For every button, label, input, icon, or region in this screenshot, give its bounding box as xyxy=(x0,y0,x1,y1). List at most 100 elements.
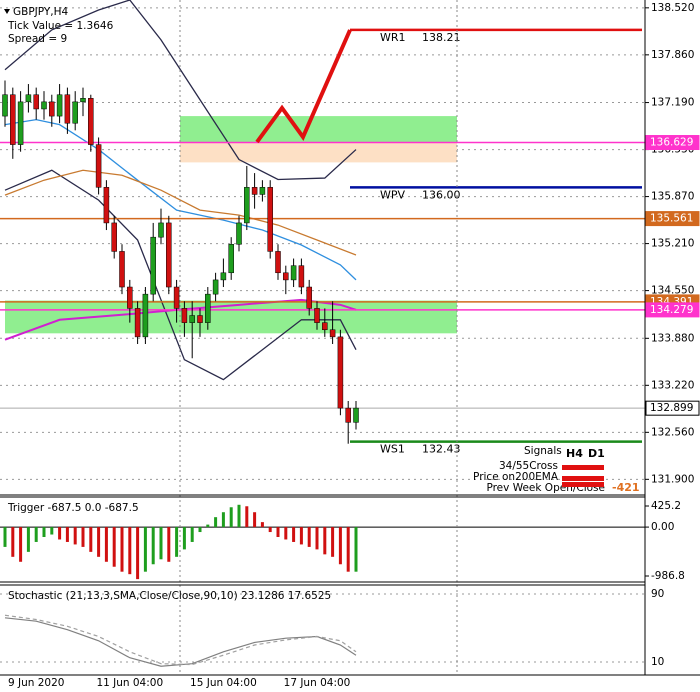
signal-indicator xyxy=(562,476,604,481)
tick-value: Tick Value = 1.3646 xyxy=(7,20,114,32)
histogram-bar xyxy=(97,527,101,557)
candle-body xyxy=(205,293,211,323)
histogram-bar xyxy=(299,527,303,545)
candle-body xyxy=(127,286,133,309)
candle-body xyxy=(49,101,55,117)
candle-body xyxy=(353,407,359,423)
histogram-bar xyxy=(237,504,241,528)
candle-body xyxy=(298,265,305,288)
histogram-bar xyxy=(354,527,358,572)
x-tick-label: 9 Jun 2020 xyxy=(8,677,64,689)
histogram-bar xyxy=(167,527,171,562)
histogram-bar xyxy=(182,527,186,550)
histogram-bar xyxy=(268,527,272,533)
candle-body xyxy=(119,251,125,288)
histogram-bar xyxy=(3,527,7,547)
candle-body xyxy=(236,222,242,245)
histogram-bar xyxy=(151,527,155,565)
histogram-bar xyxy=(346,527,350,572)
candle-body xyxy=(314,308,320,323)
candle-body xyxy=(244,187,250,224)
y-tick-label: 132.560 xyxy=(651,426,694,438)
indicator-line xyxy=(4,169,357,381)
y-tick-label: 10 xyxy=(651,656,664,668)
candle-body xyxy=(322,322,328,331)
candle-body xyxy=(72,101,78,124)
y-tick-label: 138.520 xyxy=(651,2,694,14)
signals-column: H4 xyxy=(566,447,583,460)
y-tick-label: 0.00 xyxy=(651,521,674,533)
histogram-bar xyxy=(198,527,202,533)
y-tick-label: 135.210 xyxy=(651,238,694,250)
pivot-value: 132.43 xyxy=(422,443,461,456)
candle-body xyxy=(197,315,203,323)
histogram-bar xyxy=(81,527,85,547)
histogram-bar xyxy=(292,527,296,542)
trigger-title: Trigger -687.5 0.0 -687.5 xyxy=(7,502,139,514)
candle-body xyxy=(134,308,141,338)
histogram-bar xyxy=(323,527,327,555)
histogram-bar xyxy=(65,527,69,542)
candle-body xyxy=(2,94,8,117)
histogram-bar xyxy=(50,527,54,535)
price-label-box xyxy=(645,400,700,416)
price-label: 135.561 xyxy=(650,213,693,225)
histogram-bar xyxy=(175,527,179,557)
pivot-name: WPV xyxy=(380,188,406,201)
candle-body xyxy=(212,279,219,295)
candle-body xyxy=(41,101,47,110)
candle-body xyxy=(173,286,180,309)
y-tick-label: 137.860 xyxy=(651,49,694,61)
candle-body xyxy=(150,236,156,295)
histogram-bar xyxy=(42,527,46,537)
x-tick-label: 15 Jun 04:00 xyxy=(190,677,257,689)
pivot-name: WR1 xyxy=(380,31,406,44)
candle-body xyxy=(33,94,39,110)
candle-body xyxy=(337,336,344,409)
histogram-bar xyxy=(338,527,342,565)
candle-body xyxy=(25,94,32,103)
price-label: 132.899 xyxy=(650,402,693,414)
candle-body xyxy=(181,308,188,323)
candle-body xyxy=(10,94,16,145)
pivot-value: 138.21 xyxy=(422,31,461,44)
candle-body xyxy=(220,272,227,281)
price-label: 136.629 xyxy=(650,137,693,149)
histogram-bar xyxy=(331,527,335,557)
candle-body xyxy=(275,251,281,274)
symbol: GBPJPY,H4 xyxy=(13,6,69,18)
candle-body xyxy=(228,244,234,274)
x-tick-label: 11 Jun 04:00 xyxy=(96,677,163,689)
histogram-bar xyxy=(120,527,124,572)
histogram-bar xyxy=(276,527,280,537)
y-tick-label: 425.2 xyxy=(651,500,681,512)
candle-body xyxy=(158,222,164,238)
pivot-value: 136.00 xyxy=(422,188,461,201)
histogram-bar xyxy=(26,527,30,552)
price-label-box xyxy=(645,135,700,151)
histogram-bar xyxy=(214,517,218,528)
signals-column: D1 xyxy=(588,447,605,460)
y-tick-label: 131.900 xyxy=(651,473,694,485)
candle-body xyxy=(88,98,94,145)
indicator-line xyxy=(4,0,357,181)
y-tick-label: 134.550 xyxy=(651,285,694,297)
signal-row: 34/55Cross xyxy=(499,460,558,472)
price-label-box xyxy=(645,211,700,227)
pivot-name: WS1 xyxy=(380,443,405,456)
histogram-bar xyxy=(89,527,93,552)
price-label: 134.279 xyxy=(650,304,693,316)
histogram-bar xyxy=(58,527,62,540)
signal-indicator xyxy=(562,465,604,470)
histogram-bar xyxy=(190,527,194,542)
histogram-bar xyxy=(206,524,210,528)
histogram-bar xyxy=(143,527,147,572)
histogram-bar xyxy=(253,512,257,528)
signal-value: -421 xyxy=(612,481,640,494)
y-tick-label: 137.190 xyxy=(651,97,694,109)
histogram-bar xyxy=(34,527,38,542)
histogram-bar xyxy=(128,527,132,575)
histogram-bar xyxy=(19,527,23,562)
candle-body xyxy=(95,144,102,188)
